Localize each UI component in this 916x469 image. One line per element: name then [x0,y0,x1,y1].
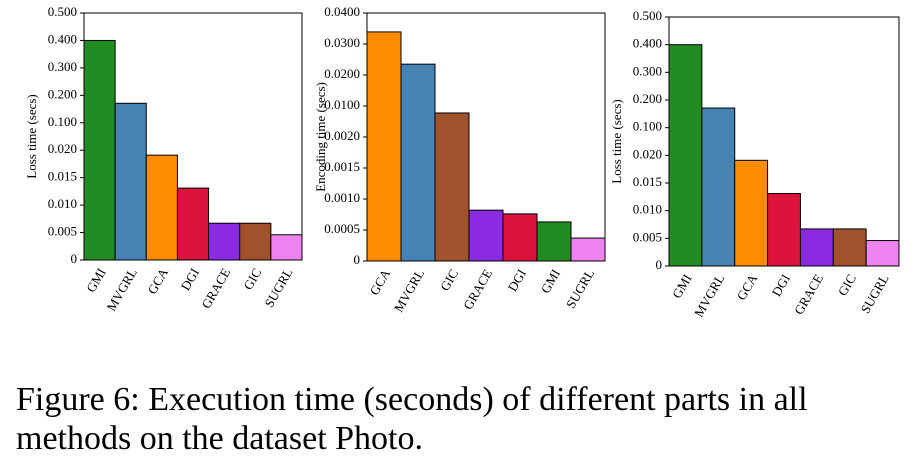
axes-frame [83,12,303,261]
x-tick-label: GRACE [460,266,495,312]
y-tick-label: 0.400 [633,36,662,51]
y-tick-label: 0.0200 [324,66,360,81]
y-tick-label: 0 [71,251,78,266]
y-tick-label: 0.500 [633,8,662,23]
y-axis-label: Encoding time (secs) [313,82,328,192]
caption: Figure 6: Execution time (seconds) of di… [16,381,808,457]
y-tick-label: 0 [354,252,361,267]
x-tick-label: SUGRL [857,271,891,315]
y-tick-label: 0.0005 [324,221,360,236]
bar [799,228,834,267]
y-tick-label: 0.400 [48,31,77,46]
bar [114,102,147,261]
y-tick-label: 0.020 [48,141,77,156]
bar [270,234,303,261]
x-tick-label: GRACE [198,265,233,311]
bar [668,44,703,267]
x-tick-label: GMI [538,266,564,295]
bar [239,222,272,261]
bar [208,222,241,261]
y-tick-label: 0.100 [633,119,662,134]
y-tick-label: 0.0015 [324,159,360,174]
bar [865,240,900,267]
bar [468,209,504,262]
y-tick-label: 0.0020 [324,128,360,143]
y-tick-label: 0.020 [633,146,662,161]
y-tick-label: 0.300 [633,63,662,78]
bar [570,237,606,262]
y-tick-label: 0.0400 [324,4,360,19]
x-tick-label: GIC [835,271,859,298]
y-tick-label: 0.200 [633,91,662,106]
x-tick-label: SUGRL [563,266,597,310]
x-tick-label: MVGRL [691,271,727,319]
y-tick-label: 0.005 [633,229,662,244]
bar [434,112,470,262]
axes-frame [668,16,900,267]
axes-frame [366,12,606,262]
bar [701,107,736,267]
y-tick-label: 0.015 [633,174,662,189]
x-tick-label: DGI [769,271,794,299]
bar [145,154,178,261]
y-tick-label: 0.500 [48,4,77,19]
x-tick-label: GMI [83,265,109,294]
y-tick-label: 0.015 [48,169,77,184]
bar [83,39,116,261]
x-tick-label: SUGRL [261,265,295,309]
bar [176,187,210,261]
x-tick-label: DGI [178,265,203,293]
y-tick-label: 0.300 [48,59,77,74]
x-tick-label: GIC [437,266,461,293]
x-tick-label: GCA [366,266,393,298]
x-tick-label: MVGRL [103,265,139,313]
bar [502,213,538,262]
y-tick-label: 0.005 [48,224,77,239]
bar [536,221,572,262]
x-tick-label: GMI [669,271,695,300]
y-tick-label: 0.200 [48,86,77,101]
bar [832,228,867,267]
bar [767,193,801,267]
x-tick-label: MVGRL [391,266,427,314]
x-tick-label: GCA [734,271,761,303]
bar [366,31,402,262]
y-tick-label: 0.0100 [324,97,360,112]
x-tick-label: DGI [505,266,530,294]
y-tick-label: 0.0300 [324,35,360,50]
y-tick-label: 0.100 [48,114,77,129]
bar [400,63,436,262]
y-tick-label: 0.0010 [324,190,360,205]
y-tick-label: 0.010 [48,196,77,211]
y-tick-label: 0.010 [633,202,662,217]
x-tick-label: GIC [240,265,264,292]
y-axis-label: Loss time (secs) [24,94,39,178]
y-tick-label: 0 [656,257,663,272]
x-tick-label: GRACE [791,271,826,317]
x-tick-label: GCA [144,265,171,297]
bar [734,159,769,267]
y-axis-label: Loss time (secs) [609,99,624,183]
